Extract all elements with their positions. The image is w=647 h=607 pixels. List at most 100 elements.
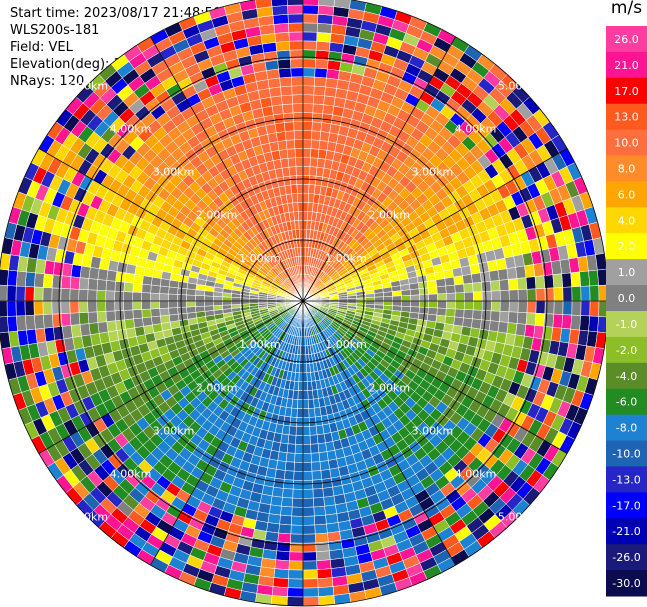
ppi-cell bbox=[318, 0, 335, 7]
ppi-cell bbox=[499, 311, 510, 323]
ppi-cell bbox=[294, 453, 304, 463]
ppi-cell bbox=[311, 130, 322, 141]
colorbar-tick-label: 10.0 bbox=[614, 137, 639, 150]
ppi-cell bbox=[273, 23, 290, 34]
ppi-cell bbox=[302, 542, 317, 553]
ppi-cell bbox=[34, 314, 45, 330]
ppi-cell bbox=[277, 140, 288, 151]
ppi-cell bbox=[286, 148, 296, 159]
ppi-cell bbox=[517, 289, 528, 302]
ppi-cell bbox=[598, 284, 606, 302]
ppi-cell bbox=[292, 112, 304, 123]
ppi-cell bbox=[239, 300, 250, 305]
ppi-cell bbox=[115, 271, 127, 283]
ppi-cell bbox=[70, 264, 82, 278]
ppi-cell bbox=[437, 293, 447, 302]
ppi-cell bbox=[213, 296, 223, 302]
ppi-cell bbox=[462, 274, 473, 285]
ppi-cell bbox=[213, 304, 223, 311]
colorbar-tick-label: 2.0 bbox=[618, 240, 636, 253]
ppi-cell bbox=[276, 131, 287, 142]
ppi-cell bbox=[302, 166, 311, 176]
ppi-cell bbox=[276, 541, 291, 553]
ppi-cell bbox=[374, 300, 384, 306]
ppi-cell bbox=[87, 289, 98, 302]
ppi-cell bbox=[289, 542, 304, 553]
ppi-cell bbox=[293, 461, 304, 472]
ppi-cell bbox=[51, 313, 63, 328]
ppi-cell bbox=[315, 550, 331, 562]
ppi-cell bbox=[306, 381, 313, 391]
ppi-cell bbox=[195, 305, 206, 313]
ppi-cell bbox=[535, 288, 546, 302]
ppi-cell bbox=[114, 281, 125, 292]
ppi-cell bbox=[274, 559, 290, 570]
ppi-cell bbox=[444, 276, 455, 287]
ppi-cell bbox=[589, 285, 600, 302]
instrument-label: WLS200s-181 bbox=[10, 23, 100, 38]
ppi-cell bbox=[302, 506, 315, 517]
ppi-cell bbox=[312, 488, 324, 499]
ppi-cell bbox=[7, 269, 18, 287]
ppi-cell bbox=[159, 285, 170, 295]
ppi-cell bbox=[453, 275, 464, 286]
ppi-cell bbox=[302, 67, 316, 78]
ppi-cell bbox=[79, 323, 91, 337]
ppi-cell bbox=[320, 469, 332, 480]
ppi-cell bbox=[168, 307, 179, 316]
ring-label: 1.00km bbox=[325, 338, 367, 351]
ppi-cell bbox=[106, 269, 118, 282]
ppi-cell bbox=[302, 461, 313, 472]
ppi-cell bbox=[159, 293, 169, 302]
ppi-cell bbox=[515, 323, 527, 337]
ppi-cell bbox=[302, 426, 311, 436]
ppi-cell bbox=[315, 49, 330, 61]
ppi-cell bbox=[222, 304, 232, 310]
ppi-cell bbox=[297, 390, 304, 400]
ppi-cell bbox=[356, 297, 367, 302]
ppi-cell bbox=[287, 157, 297, 168]
field-label: Field: VEL bbox=[10, 40, 73, 55]
ppi-cell bbox=[428, 293, 438, 302]
ppi-cell bbox=[562, 300, 573, 316]
ppi-cell bbox=[114, 310, 125, 321]
ppi-cell bbox=[204, 300, 214, 307]
ppi-cell bbox=[302, 470, 313, 481]
ppi-cell bbox=[288, 166, 297, 177]
ppi-cell bbox=[316, 433, 326, 444]
colorbar-tick-label: -21.0 bbox=[612, 525, 640, 538]
ppi-cell bbox=[455, 292, 465, 302]
colorbar-tick-label: -26.0 bbox=[612, 551, 640, 564]
ppi-cell bbox=[302, 4, 319, 15]
ppi-cell bbox=[374, 292, 384, 298]
ppi-cell bbox=[481, 300, 492, 312]
ppi-cell bbox=[132, 282, 143, 293]
ppi-cell bbox=[42, 273, 54, 289]
ppi-cell bbox=[106, 320, 118, 333]
ppi-cell bbox=[302, 49, 317, 60]
ppi-cell bbox=[314, 67, 328, 79]
ppi-cell bbox=[134, 326, 146, 337]
ppi-cell bbox=[316, 23, 333, 34]
ppi-cell bbox=[302, 130, 313, 141]
ppi-cell bbox=[490, 300, 501, 312]
ppi-cell bbox=[281, 497, 293, 508]
ppi-cell bbox=[290, 533, 304, 544]
ppi-cell bbox=[297, 202, 304, 212]
ring-label: 3.00km bbox=[412, 166, 454, 179]
ppi-cell bbox=[33, 300, 44, 316]
ppi-cell bbox=[289, 416, 298, 427]
ppi-cell bbox=[374, 296, 384, 302]
ppi-cell bbox=[488, 320, 500, 333]
ppi-cell bbox=[177, 300, 187, 308]
ppi-cell bbox=[273, 113, 285, 125]
ring-label: 5.00km bbox=[67, 79, 109, 92]
ppi-cell bbox=[302, 444, 312, 454]
ppi-cell bbox=[277, 532, 292, 544]
ppi-cell bbox=[287, 434, 297, 445]
ppi-cell bbox=[534, 312, 546, 327]
ppi-cell bbox=[284, 130, 295, 141]
ppi-cell bbox=[579, 270, 590, 287]
ppi-cell bbox=[516, 277, 528, 290]
ppi-cell bbox=[302, 345, 307, 356]
